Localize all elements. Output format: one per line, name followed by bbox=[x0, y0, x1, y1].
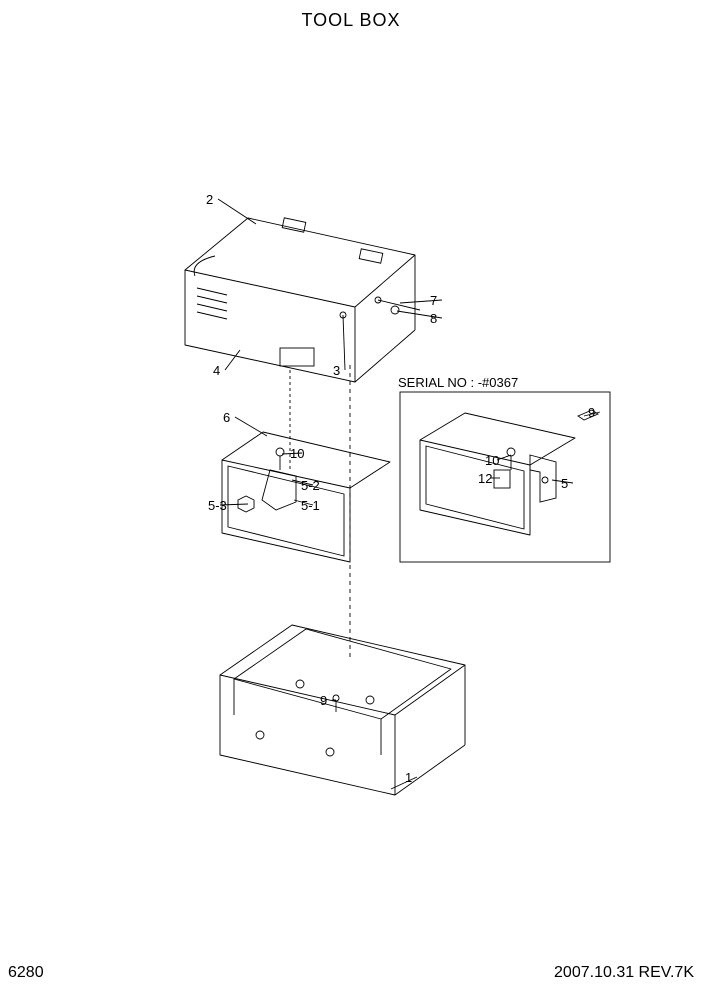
callout-2: 2 bbox=[206, 192, 213, 207]
callout-8: 8 bbox=[430, 311, 437, 326]
callout-1: 1 bbox=[405, 770, 412, 785]
callout-6: 6 bbox=[223, 410, 230, 425]
callout-3: 3 bbox=[333, 363, 340, 378]
callout-10b: 10 bbox=[485, 453, 499, 468]
callout-10: 10 bbox=[290, 446, 304, 461]
callout-5-2: 5-2 bbox=[301, 478, 320, 493]
callout-5: 5 bbox=[561, 476, 568, 491]
callout-5-3: 5-3 bbox=[208, 498, 227, 513]
callout-9b: 9 bbox=[320, 693, 327, 708]
callout-12: 12 bbox=[478, 471, 492, 486]
callout-5-1: 5-1 bbox=[301, 498, 320, 513]
exploded-diagram bbox=[0, 0, 702, 992]
callout-9: 9 bbox=[588, 405, 595, 420]
callout-7: 7 bbox=[430, 293, 437, 308]
callout-4: 4 bbox=[213, 363, 220, 378]
